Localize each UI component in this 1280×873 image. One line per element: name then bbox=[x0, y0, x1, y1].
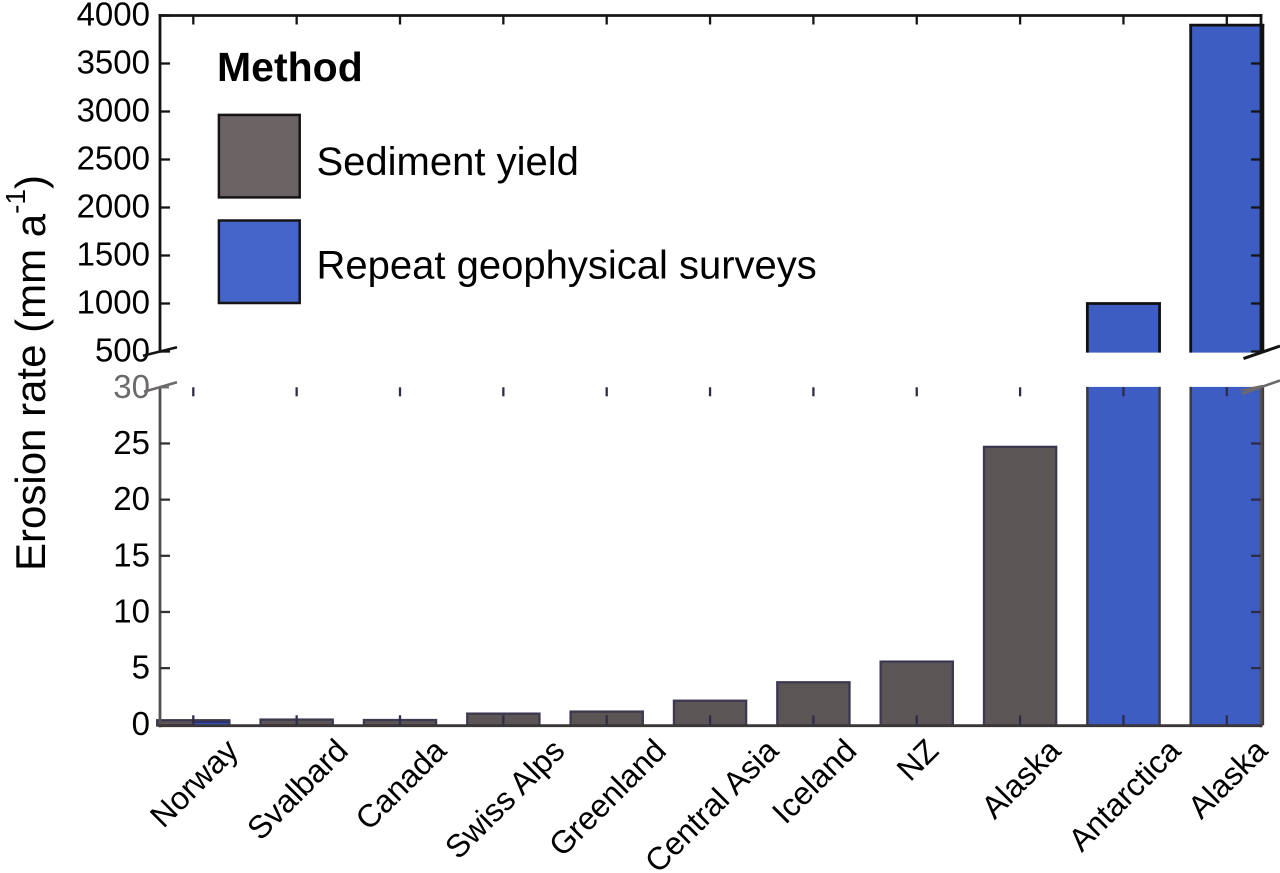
svg-text:3500: 3500 bbox=[77, 44, 150, 81]
svg-text:30: 30 bbox=[113, 368, 150, 405]
svg-text:2000: 2000 bbox=[77, 188, 150, 225]
svg-text:0: 0 bbox=[132, 705, 150, 742]
svg-text:Alaska: Alaska bbox=[1181, 732, 1275, 826]
svg-text:Method: Method bbox=[217, 44, 363, 90]
svg-text:5: 5 bbox=[132, 649, 150, 686]
svg-text:500: 500 bbox=[95, 332, 150, 369]
svg-text:NZ: NZ bbox=[890, 732, 946, 788]
svg-text:Svalbard: Svalbard bbox=[240, 732, 355, 847]
svg-text:Canada: Canada bbox=[348, 732, 453, 837]
svg-text:Antarctica: Antarctica bbox=[1061, 732, 1187, 858]
svg-text:1000: 1000 bbox=[77, 284, 150, 321]
svg-text:Alaska: Alaska bbox=[974, 732, 1068, 826]
svg-text:Erosion rate (mm a-1): Erosion rate (mm a-1) bbox=[0, 175, 54, 571]
svg-text:Norway: Norway bbox=[143, 732, 245, 834]
svg-text:Sediment yield: Sediment yield bbox=[317, 140, 579, 184]
svg-text:10: 10 bbox=[113, 592, 150, 629]
svg-text:20: 20 bbox=[113, 480, 150, 517]
svg-text:3000: 3000 bbox=[77, 92, 150, 129]
svg-text:Repeat geophysical surveys: Repeat geophysical surveys bbox=[317, 244, 817, 288]
svg-text:4000: 4000 bbox=[77, 0, 150, 33]
svg-text:25: 25 bbox=[113, 424, 150, 461]
svg-text:15: 15 bbox=[113, 536, 150, 573]
svg-text:2500: 2500 bbox=[77, 140, 150, 177]
svg-text:Iceland: Iceland bbox=[765, 732, 863, 830]
svg-text:1500: 1500 bbox=[77, 236, 150, 273]
